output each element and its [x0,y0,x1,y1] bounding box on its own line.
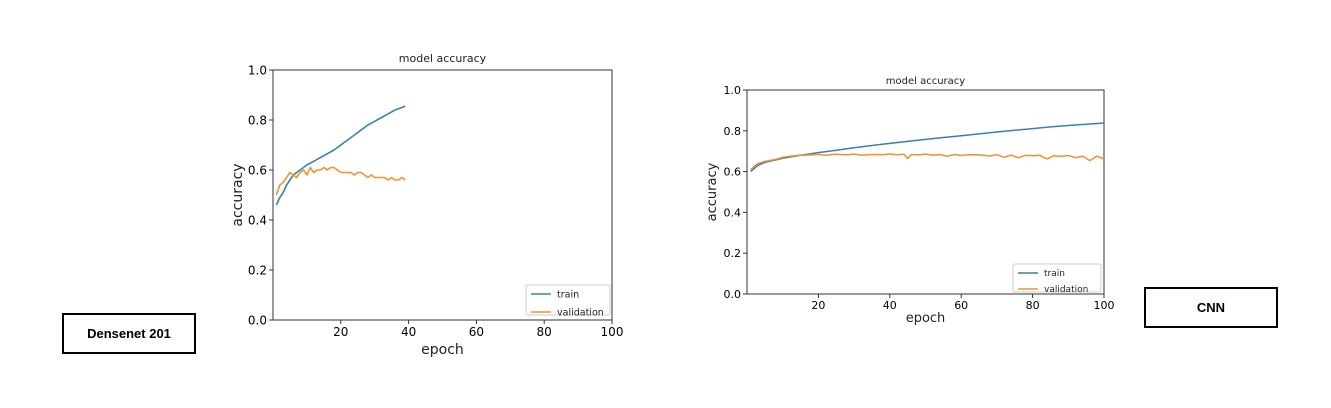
x-axis-label: epoch [906,311,946,326]
plot-frame [272,69,613,321]
legend-label-train: train [1044,269,1065,279]
y-tick-label: 0.2 [724,247,742,260]
x-tick-label: 60 [469,325,484,339]
cnn-label: CNN [1144,287,1278,328]
series-line-train [750,122,1105,173]
y-tick-label: 0.6 [724,166,742,179]
y-tick-label: 0.4 [724,206,742,219]
y-tick-label: 0.8 [724,125,742,138]
legend-label-validation: validation [557,307,604,318]
chart-title: model accuracy [399,52,487,65]
x-tick-label: 20 [811,299,825,312]
y-tick-label: 0.8 [248,113,267,127]
x-tick-label: 60 [954,299,968,312]
y-tick-label: 0.2 [248,263,267,277]
series-line-train [275,105,406,206]
densenet-label-text: Densenet 201 [87,326,171,341]
legend-box [525,284,611,316]
chart-title: model accuracy [886,76,966,87]
x-tick-label: 80 [537,325,552,339]
legend-label-validation: validation [1044,285,1088,295]
x-tick-label: 80 [1026,299,1040,312]
legend-label-train: train [557,289,579,300]
cnn-label-text: CNN [1196,300,1226,315]
series-line-validation [275,166,406,196]
y-tick-label: 0.0 [248,313,267,327]
x-axis-label: epoch [421,342,464,358]
y-tick-label: 1.0 [724,84,742,97]
legend-box [1012,263,1102,293]
x-tick-label: 40 [883,299,897,312]
densenet-201-label: Densenet 201 [62,313,196,354]
y-axis-label: accuracy [705,162,720,221]
y-tick-label: 0.4 [248,213,267,227]
plot-frame [746,89,1105,295]
y-tick-label: 0.0 [724,288,742,301]
y-axis-label: accuracy [230,163,246,226]
y-tick-label: 1.0 [248,63,267,77]
x-tick-label: 40 [401,325,416,339]
x-tick-label: 100 [601,325,624,339]
x-tick-label: 20 [333,325,348,339]
y-tick-label: 0.6 [248,163,267,177]
x-tick-label: 100 [1094,299,1115,312]
series-line-validation [750,153,1105,171]
